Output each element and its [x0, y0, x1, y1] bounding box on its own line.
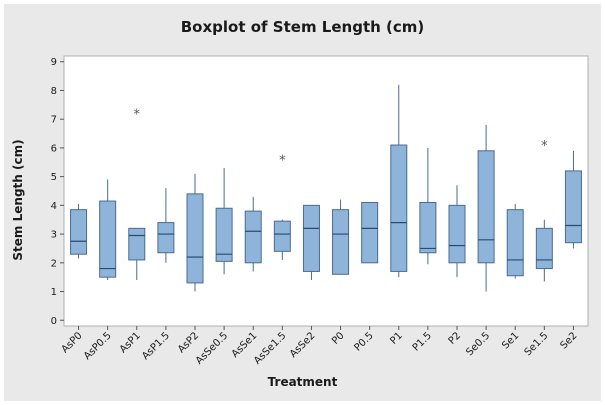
- y-tick-label: 6: [51, 143, 57, 154]
- y-tick-label: 3: [51, 230, 57, 241]
- box: [361, 201, 379, 264]
- box: [157, 222, 175, 254]
- y-tick-label: 0: [51, 316, 57, 327]
- x-tick-label: P1.5: [411, 330, 434, 353]
- box: [564, 170, 582, 244]
- x-tick-label: P0.5: [352, 330, 375, 353]
- x-axis-label: Treatment: [267, 375, 338, 389]
- y-tick-label: 2: [51, 258, 57, 269]
- box: [332, 209, 350, 275]
- box: [419, 201, 437, 254]
- x-tick-label: AsSe2: [288, 330, 318, 360]
- x-tick-label: AsSe0.5: [194, 330, 230, 366]
- y-tick-label: 8: [51, 86, 57, 97]
- chart-title: Boxplot of Stem Length (cm): [180, 18, 425, 36]
- box: [477, 150, 495, 264]
- box: [506, 209, 524, 277]
- box: [215, 207, 233, 262]
- box: [186, 193, 204, 284]
- x-tick-label: AsP1.5: [140, 330, 172, 362]
- box: [302, 204, 320, 272]
- y-tick-label: 5: [51, 172, 57, 183]
- outlier-marker: *: [541, 139, 548, 154]
- x-tick-label: P1: [388, 330, 405, 347]
- box: [244, 210, 262, 264]
- x-tick-label: Se2: [558, 330, 579, 351]
- box: [99, 200, 117, 278]
- box: [390, 144, 408, 272]
- box: [448, 204, 466, 264]
- outlier-marker: *: [279, 153, 286, 168]
- x-tick-label: AsSe1.5: [252, 330, 288, 366]
- y-tick-label: 9: [51, 57, 57, 68]
- x-tick-label: Se1.5: [523, 330, 551, 358]
- box: [273, 220, 291, 252]
- x-tick-label: AsP1: [118, 330, 143, 355]
- x-tick-label: Se1: [500, 330, 521, 351]
- box: [128, 227, 146, 261]
- y-tick-label: 4: [51, 201, 57, 212]
- x-tick-label: Se0.5: [464, 330, 492, 358]
- outlier-marker: *: [134, 107, 141, 122]
- x-tick-label: P0: [330, 330, 347, 347]
- y-tick-label: 7: [51, 115, 57, 126]
- x-tick-label: AsP0.5: [82, 330, 114, 362]
- box: [535, 227, 553, 270]
- x-tick-label: AsP0: [60, 330, 85, 355]
- x-tick-label: AsP2: [176, 330, 201, 355]
- y-tick-label: 1: [51, 287, 57, 298]
- plot-area: [63, 55, 589, 327]
- box: [70, 209, 88, 255]
- x-tick-label: P2: [447, 330, 464, 347]
